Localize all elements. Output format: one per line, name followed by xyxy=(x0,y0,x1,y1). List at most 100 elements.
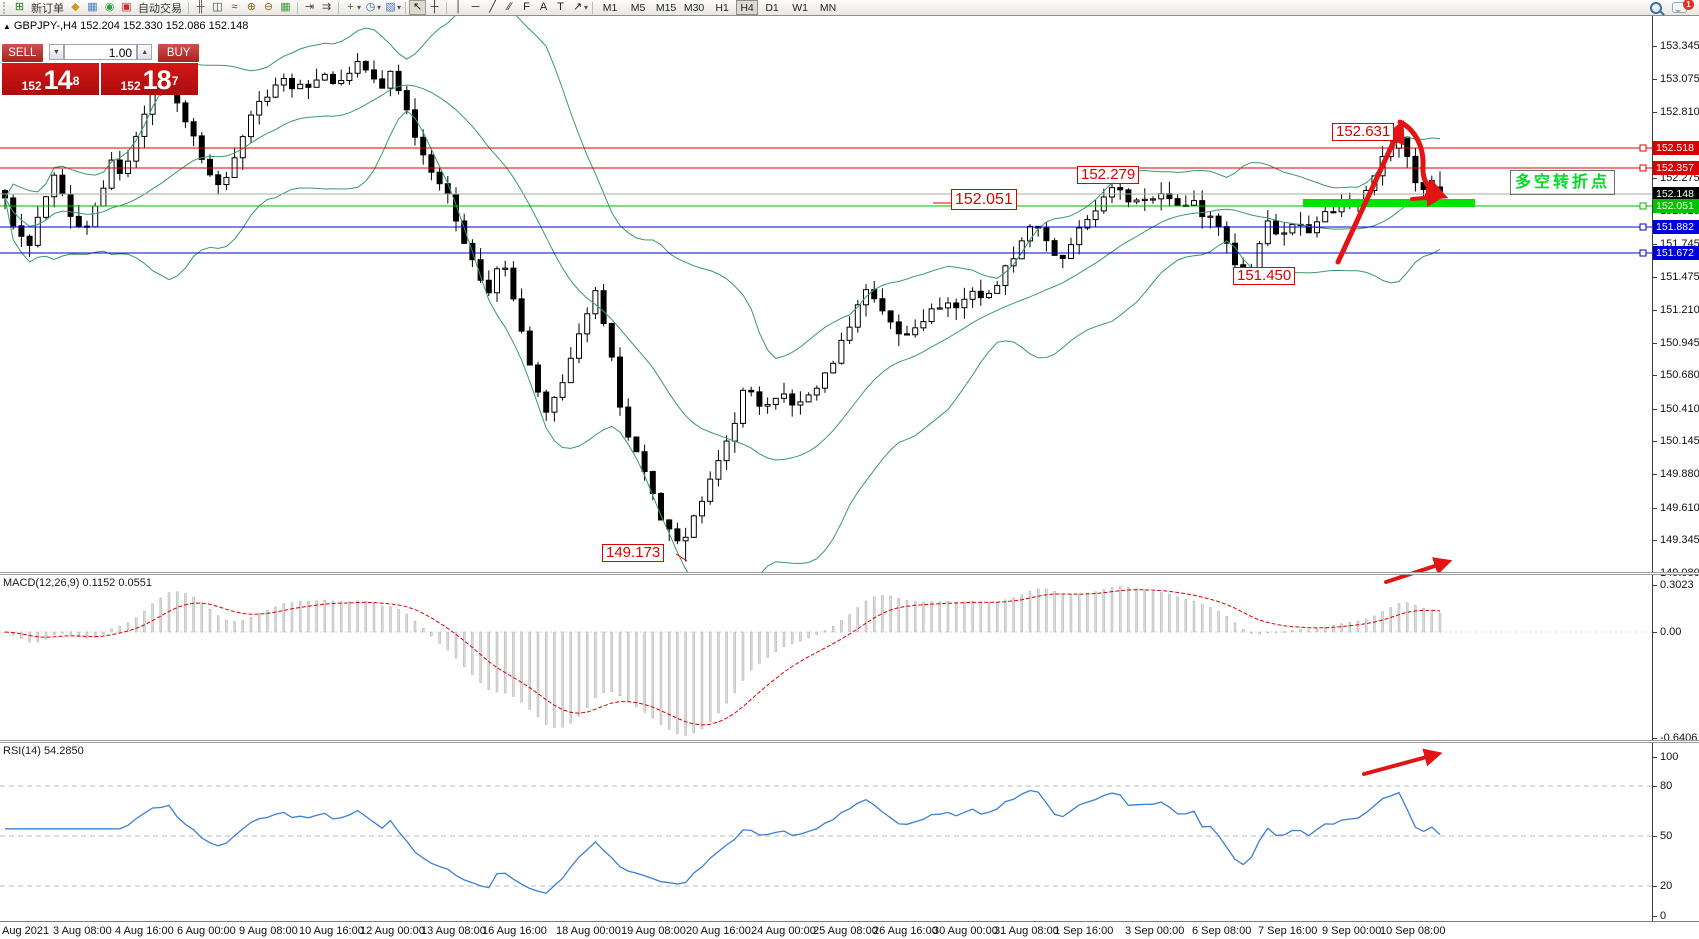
candlestick-chart-icon[interactable]: ◫ xyxy=(212,1,223,13)
toolbar: ⊞ 新订单 ◆ ▦ ◉ ▣ 自动交易 ╫ ◫ ≈ ⊕ ⊖ ▦ ⇥ ⇉ + ▾ ◷ ▾ ▧ ▾ ↖ ┼ │ ─ ╱ ∕∕ F A T ↗ ▾ M1… xyxy=(0,0,1699,16)
price-tag: 151.882 xyxy=(1653,220,1699,234)
market-icon[interactable]: ▣ xyxy=(121,1,132,13)
periods-icon[interactable]: ◷ xyxy=(365,1,376,13)
axis-tick xyxy=(1653,632,1657,633)
macd-label: MACD(12,26,9) 0.1152 0.0551 xyxy=(3,577,152,589)
axis-tick xyxy=(1653,786,1657,787)
axis-tick-label: 150.410 xyxy=(1660,403,1699,415)
time-label: 19 Aug 08:00 xyxy=(621,925,686,937)
auto-scroll-icon[interactable]: ⇉ xyxy=(321,1,332,13)
crosshair-icon[interactable]: ┼ xyxy=(430,1,439,13)
history-center-icon[interactable]: ▦ xyxy=(87,1,98,13)
chart-canvas[interactable] xyxy=(0,16,1652,922)
price-annotation[interactable]: 152.631 xyxy=(1332,123,1395,141)
sell-button[interactable]: SELL xyxy=(2,44,43,62)
timeframe-m30[interactable]: M30 xyxy=(683,1,705,14)
text-icon[interactable]: A xyxy=(539,1,548,13)
horizontal-line-icon[interactable]: ─ xyxy=(471,1,480,13)
timeframe-mn[interactable]: MN xyxy=(819,1,837,14)
buy-price-figure: 152 xyxy=(120,79,141,93)
arrows-icon-caret[interactable]: ▾ xyxy=(584,3,589,12)
price-annotation[interactable]: 151.450 xyxy=(1233,267,1296,285)
chat-icon[interactable]: 1 xyxy=(1672,0,1694,13)
timeframe-d1[interactable]: D1 xyxy=(765,1,779,14)
label-icon[interactable]: T xyxy=(557,1,564,13)
axis-tick xyxy=(1653,375,1657,376)
indicators-icon-caret[interactable]: ▾ xyxy=(357,3,362,12)
timeframe-m5[interactable]: M5 xyxy=(630,1,646,14)
price-annotation[interactable]: 149.173 xyxy=(602,544,665,562)
price-annotation[interactable]: 152.279 xyxy=(1077,166,1140,184)
time-label: 3 Sep 00:00 xyxy=(1125,925,1185,937)
trendline-icon[interactable]: ╱ xyxy=(489,1,496,13)
timeframe-w1[interactable]: W1 xyxy=(792,1,808,14)
time-axis[interactable]: Aug 2021 3 Aug 08:00 4 Aug 16:00 6 Aug 00:0… xyxy=(0,922,1699,939)
zoom-out-icon[interactable]: ⊖ xyxy=(263,1,274,13)
new-order-label[interactable]: 新订单 xyxy=(31,2,64,15)
axis-tick xyxy=(1653,540,1657,541)
arrows-icon[interactable]: ↗ xyxy=(572,1,583,13)
trend-arrows xyxy=(1335,119,1453,776)
autotrading-label[interactable]: 自动交易 xyxy=(138,2,182,15)
axis-tick xyxy=(1653,178,1657,179)
chat-badge: 1 xyxy=(1683,0,1694,10)
signals-icon[interactable]: ◉ xyxy=(104,1,115,13)
lot-size-input[interactable]: 1.00 xyxy=(63,44,138,60)
periods-icon-caret[interactable]: ▾ xyxy=(377,3,382,12)
new-order-icon[interactable]: ⊞ xyxy=(14,1,25,13)
sell-price-box[interactable]: 152 14 8 xyxy=(2,63,99,95)
timeframe-h4[interactable]: H4 xyxy=(736,0,759,15)
axis-tick-label: 150.680 xyxy=(1660,369,1699,381)
price-annotation[interactable]: 152.051 xyxy=(951,189,1017,210)
toolbar-separator xyxy=(592,1,594,14)
buy-price-point: 7 xyxy=(171,74,179,88)
timeframe-h1[interactable]: H1 xyxy=(715,1,729,14)
lot-decrease-button[interactable]: ▼ xyxy=(48,44,64,60)
price-axis[interactable]: 153.345153.075152.810152.275152.010151.7… xyxy=(1652,16,1699,922)
axis-tick-label: 0.00 xyxy=(1660,626,1682,638)
axis-tick-label: 100 xyxy=(1660,751,1679,763)
collapse-panel-icon[interactable]: ▲ xyxy=(3,22,11,31)
timeframe-m15[interactable]: M15 xyxy=(655,1,677,14)
buy-button[interactable]: BUY xyxy=(158,44,199,62)
cursor-icon[interactable]: ↖ xyxy=(409,0,427,15)
tile-windows-icon[interactable]: ▦ xyxy=(280,1,291,13)
time-label: 9 Sep 00:00 xyxy=(1322,925,1382,937)
trend-note-label[interactable]: 多空转折点 xyxy=(1510,170,1616,195)
symbol-ohlc-line: ▲ GBPJPY-,H4 152.204 152.330 152.086 152.… xyxy=(3,20,249,32)
zoom-in-icon[interactable]: ⊕ xyxy=(246,1,257,13)
time-label: 16 Aug 16:00 xyxy=(482,925,547,937)
lot-increase-button[interactable]: ▲ xyxy=(137,44,153,60)
time-label: 20 Aug 16:00 xyxy=(686,925,751,937)
toolbar-grip xyxy=(3,1,8,14)
buy-price-box[interactable]: 152 18 7 xyxy=(101,63,198,95)
indicators-icon[interactable]: + xyxy=(347,1,354,13)
templates-icon-caret[interactable]: ▾ xyxy=(397,3,402,12)
vertical-line-icon[interactable]: │ xyxy=(455,1,462,13)
equidistant-channel-icon[interactable]: ∕∕ xyxy=(507,1,512,13)
axis-tick-label: 149.610 xyxy=(1660,502,1699,514)
time-label: 6 Aug 00:00 xyxy=(177,925,236,937)
pane-separator-rsi[interactable] xyxy=(0,740,1699,743)
pane-separator-macd[interactable] xyxy=(0,572,1699,575)
line-chart-icon[interactable]: ≈ xyxy=(231,1,238,13)
axis-tick xyxy=(1653,886,1657,887)
chart-shift-icon[interactable]: ⇥ xyxy=(304,1,315,13)
templates-icon[interactable]: ▧ xyxy=(385,1,396,13)
axis-tick-label: 152.810 xyxy=(1660,106,1699,118)
price-tag: 152.518 xyxy=(1653,141,1699,155)
bar-chart-icon[interactable]: ╫ xyxy=(196,1,205,13)
axis-tick-label: 20 xyxy=(1660,880,1673,892)
axis-tick-label: 150.945 xyxy=(1660,337,1699,349)
timeframe-m1[interactable]: M1 xyxy=(602,1,618,14)
axis-tick-label: 80 xyxy=(1660,780,1673,792)
toolbar-separator xyxy=(297,1,298,14)
fibonacci-icon[interactable]: F xyxy=(523,1,530,13)
time-label: 3 Aug 08:00 xyxy=(53,925,112,937)
axis-tick-label: 150.145 xyxy=(1660,435,1699,447)
time-label: 30 Aug 00:00 xyxy=(933,925,998,937)
axis-tick-label: 153.075 xyxy=(1660,73,1699,85)
search-icon[interactable] xyxy=(1650,1,1662,14)
sell-price-pips: 14 xyxy=(43,65,73,95)
gold-icon[interactable]: ◆ xyxy=(71,1,80,13)
